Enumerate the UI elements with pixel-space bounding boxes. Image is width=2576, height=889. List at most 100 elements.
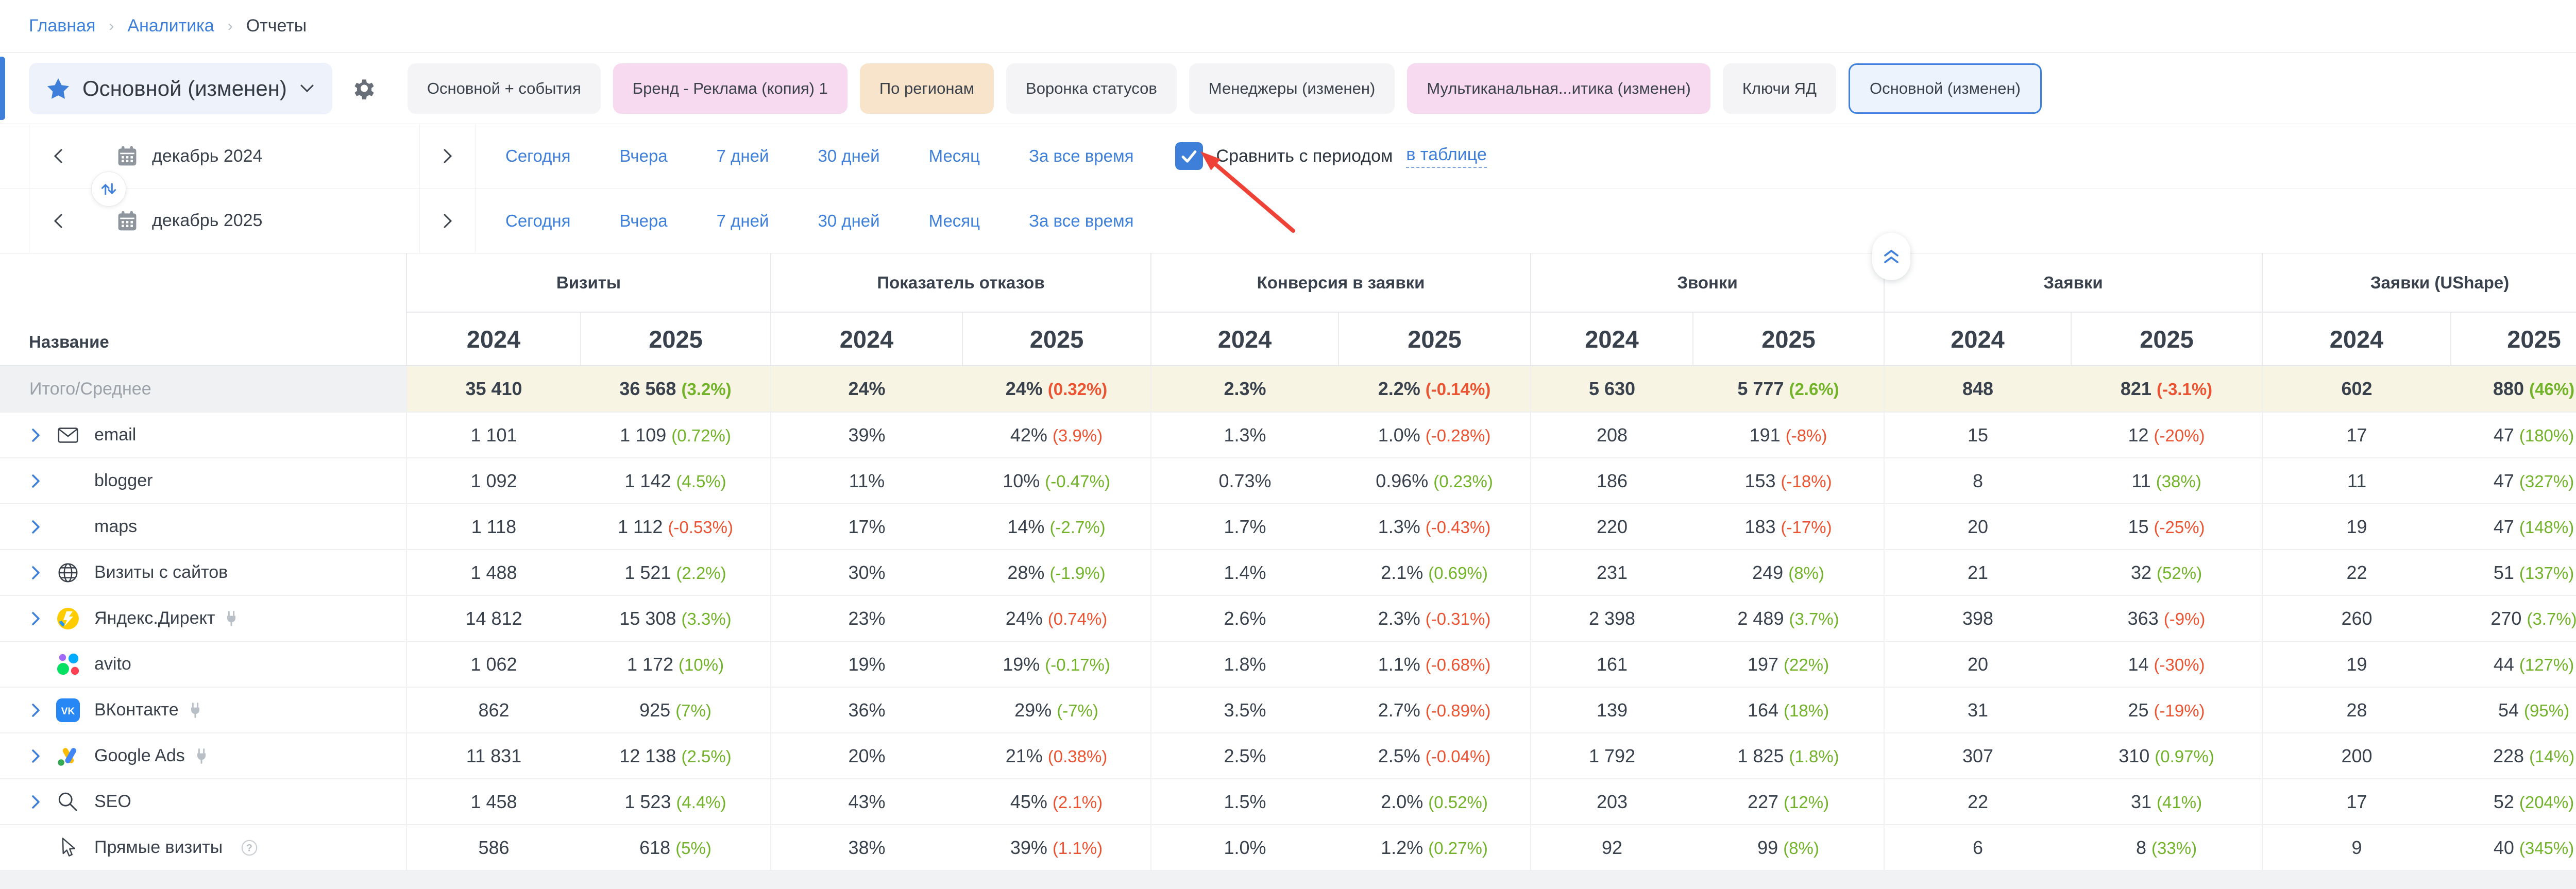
quick-range-link[interactable]: 7 дней bbox=[716, 146, 769, 165]
help-icon[interactable]: ? bbox=[239, 837, 260, 858]
report-tab[interactable]: Бренд - Реклама (копия) 1 bbox=[613, 63, 848, 114]
quick-range-link[interactable]: Сегодня bbox=[505, 146, 571, 165]
prev-month-button[interactable] bbox=[43, 147, 74, 165]
quick-range-link[interactable]: Сегодня bbox=[505, 211, 571, 230]
report-switcher-label: Основной (изменен) bbox=[82, 76, 287, 100]
quick-range-link[interactable]: 30 дней bbox=[818, 211, 880, 230]
quick-range-link[interactable]: Вчера bbox=[619, 211, 668, 230]
breadcrumb-link-home[interactable]: Главная bbox=[29, 16, 96, 36]
group-header-bounce-rate[interactable]: Показатель отказов bbox=[770, 253, 1151, 313]
value-2024: 92 bbox=[1530, 825, 1693, 871]
search-icon bbox=[56, 790, 94, 814]
quick-range-link[interactable]: 7 дней bbox=[716, 211, 769, 230]
value-2024: 5 630 bbox=[1530, 366, 1693, 413]
value-2024: 19 bbox=[2262, 641, 2451, 688]
date-panel: декабрь 2024 Сегодня Вчера 7 дней 30 дней Ме… bbox=[0, 124, 2576, 253]
compare-checkbox[interactable] bbox=[1175, 142, 1203, 170]
date-row-primary: декабрь 2024 Сегодня Вчера 7 дней 30 дней Ме… bbox=[0, 124, 2576, 189]
report-switcher[interactable]: Основной (изменен) bbox=[29, 62, 332, 114]
value-2025: 36 568 (3.2%) bbox=[581, 366, 771, 413]
value-2024: 20% bbox=[770, 733, 962, 779]
value-2025: 29% (-7%) bbox=[962, 687, 1151, 733]
group-header-leads-ushape[interactable]: Заявки (UShape) bbox=[2262, 253, 2576, 313]
year-header-2024: 2024 bbox=[406, 312, 581, 366]
table-row: Google Ads 11 831 12 138 (2.5%) 20% 21% (0… bbox=[0, 733, 2576, 779]
row-label: SEO bbox=[94, 792, 131, 811]
value-2025: 52 (204%) bbox=[2451, 779, 2576, 825]
row-label: maps bbox=[94, 517, 138, 536]
quick-range-link[interactable]: За все время bbox=[1029, 211, 1134, 230]
report-tab[interactable]: Ключи ЯД bbox=[1722, 63, 1837, 114]
expand-chevron-icon[interactable] bbox=[29, 428, 56, 443]
row-name-cell: Прямые визиты ? bbox=[0, 825, 406, 871]
value-2024: 15 bbox=[1884, 412, 2072, 458]
value-2024: 22 bbox=[2262, 550, 2451, 596]
report-tab[interactable]: Менеджеры (изменен) bbox=[1189, 63, 1395, 114]
value-2025: 191 (-8%) bbox=[1693, 412, 1885, 458]
value-2024: 11% bbox=[770, 458, 962, 504]
value-2024: 186 bbox=[1530, 458, 1693, 504]
expand-chevron-icon[interactable] bbox=[29, 611, 56, 626]
report-tab-selected[interactable]: Основной (изменен) bbox=[1849, 63, 2042, 114]
expand-chevron-icon[interactable] bbox=[29, 703, 56, 718]
group-header-calls[interactable]: Звонки bbox=[1530, 253, 1885, 313]
period-label-secondary[interactable]: декабрь 2025 bbox=[152, 211, 263, 230]
expand-chevron-icon[interactable] bbox=[29, 473, 56, 489]
quick-range-link[interactable]: Месяц bbox=[928, 146, 980, 165]
next-month-button[interactable] bbox=[420, 189, 476, 253]
period-label-primary[interactable]: декабрь 2024 bbox=[152, 146, 263, 166]
compare-in-table-link[interactable]: в таблице bbox=[1406, 145, 1487, 168]
next-month-button[interactable] bbox=[420, 124, 476, 188]
value-2025: 40 (345%) bbox=[2451, 825, 2576, 871]
value-2025: 249 (8%) bbox=[1693, 550, 1885, 596]
breadcrumb-link-analytics[interactable]: Аналитика bbox=[127, 16, 214, 36]
value-2024: 19 bbox=[2262, 504, 2451, 550]
cursor-icon bbox=[56, 836, 94, 859]
value-2024: 307 bbox=[1884, 733, 2072, 779]
value-2025: 54 (95%) bbox=[2451, 687, 2576, 733]
swap-periods-button[interactable] bbox=[91, 172, 126, 207]
value-2025: 821 (-3.1%) bbox=[2071, 366, 2263, 413]
quick-range-link[interactable]: Месяц bbox=[928, 211, 980, 230]
value-2025: 15 308 (3.3%) bbox=[581, 595, 771, 642]
group-header-lead-conversion[interactable]: Конверсия в заявки bbox=[1150, 253, 1531, 313]
group-header-leads[interactable]: Заявки bbox=[1884, 253, 2263, 313]
prev-month-button[interactable] bbox=[43, 212, 74, 230]
value-2025: 1 109 (0.72%) bbox=[581, 412, 771, 458]
expand-chevron-icon[interactable] bbox=[29, 748, 56, 764]
report-tab[interactable]: Мультиканальная...итика (изменен) bbox=[1407, 63, 1710, 114]
report-settings-button[interactable] bbox=[352, 76, 377, 101]
quick-range-link[interactable]: За все время bbox=[1029, 146, 1134, 165]
group-header-visits[interactable]: Визиты bbox=[406, 253, 771, 313]
report-tab[interactable]: Основной + события bbox=[407, 63, 601, 114]
date-picker-secondary: декабрь 2025 bbox=[29, 189, 420, 253]
value-2024: 20 bbox=[1884, 641, 2072, 688]
value-2025: 24% (0.74%) bbox=[962, 595, 1151, 642]
value-2024: 9 bbox=[2262, 825, 2451, 871]
row-name-cell: blogger bbox=[0, 458, 406, 504]
value-2025: 99 (8%) bbox=[1693, 825, 1885, 871]
year-header-2025: 2025 bbox=[1338, 312, 1531, 366]
expand-chevron-icon[interactable] bbox=[29, 519, 56, 535]
collapse-header-button[interactable] bbox=[1872, 233, 1910, 280]
value-2025: 11 (38%) bbox=[2071, 458, 2263, 504]
quick-range-link[interactable]: Вчера bbox=[619, 146, 668, 165]
calendar-icon bbox=[116, 210, 139, 232]
value-2024: 1.8% bbox=[1150, 641, 1339, 688]
value-2025: 10% (-0.47%) bbox=[962, 458, 1151, 504]
quick-range-link[interactable]: 30 дней bbox=[818, 146, 880, 165]
report-tab[interactable]: По регионам bbox=[859, 63, 994, 114]
value-2024: 28 bbox=[2262, 687, 2451, 733]
value-2025: 2 489 (3.7%) bbox=[1693, 595, 1885, 642]
expand-chevron-icon[interactable] bbox=[29, 794, 56, 810]
breadcrumb-current: Отчеты bbox=[246, 16, 307, 36]
value-2024: 1.5% bbox=[1150, 779, 1339, 825]
expand-chevron-icon[interactable] bbox=[29, 565, 56, 580]
report-tab[interactable]: Воронка статусов bbox=[1006, 63, 1177, 114]
value-2025: 1.1% (-0.68%) bbox=[1338, 641, 1531, 688]
value-2025: 2.5% (-0.04%) bbox=[1338, 733, 1531, 779]
table-row: Яндекс.Директ 14 812 15 308 (3.3%) 23% 24… bbox=[0, 595, 2576, 642]
date-picker-primary: декабрь 2024 bbox=[29, 124, 420, 188]
breadcrumb-separator: › bbox=[109, 17, 114, 35]
